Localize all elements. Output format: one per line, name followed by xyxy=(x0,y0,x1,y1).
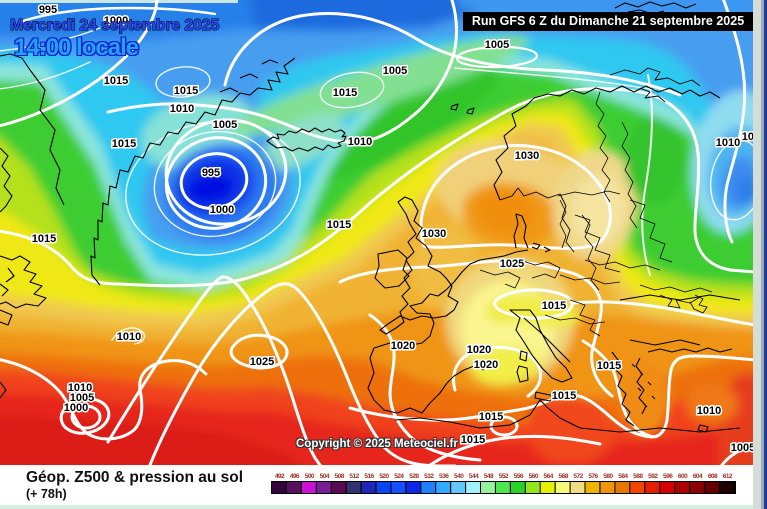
svg-text:995: 995 xyxy=(202,167,220,179)
svg-text:1000: 1000 xyxy=(104,15,128,27)
svg-text:1015: 1015 xyxy=(461,434,485,446)
svg-text:1010: 1010 xyxy=(117,331,141,343)
svg-text:1015: 1015 xyxy=(479,411,503,423)
svg-text:1020: 1020 xyxy=(391,340,415,352)
svg-text:1010: 1010 xyxy=(742,131,753,143)
svg-text:1015: 1015 xyxy=(174,85,198,97)
svg-text:1030: 1030 xyxy=(515,150,539,162)
svg-text:1005: 1005 xyxy=(70,392,94,404)
svg-text:1005: 1005 xyxy=(485,39,509,51)
svg-text:1015: 1015 xyxy=(104,75,128,87)
svg-text:1025: 1025 xyxy=(250,356,274,368)
svg-text:1010: 1010 xyxy=(348,136,372,148)
svg-text:1015: 1015 xyxy=(542,300,566,312)
svg-text:1015: 1015 xyxy=(327,219,351,231)
svg-text:1025: 1025 xyxy=(500,258,524,270)
svg-text:995: 995 xyxy=(39,4,57,16)
svg-text:1010: 1010 xyxy=(716,137,740,149)
svg-text:1005: 1005 xyxy=(383,65,407,77)
svg-text:1010: 1010 xyxy=(170,103,194,115)
svg-text:1015: 1015 xyxy=(333,87,357,99)
svg-text:1000: 1000 xyxy=(64,402,88,414)
svg-text:1015: 1015 xyxy=(597,360,621,372)
svg-text:1010: 1010 xyxy=(697,405,721,417)
svg-text:1015: 1015 xyxy=(32,233,56,245)
svg-text:1020: 1020 xyxy=(474,359,498,371)
svg-text:1030: 1030 xyxy=(422,228,446,240)
svg-text:1010: 1010 xyxy=(68,382,92,394)
svg-text:1015: 1015 xyxy=(552,390,576,402)
svg-text:1000: 1000 xyxy=(210,204,234,216)
svg-text:1005: 1005 xyxy=(731,442,753,454)
svg-text:1020: 1020 xyxy=(467,344,491,356)
svg-text:1005: 1005 xyxy=(213,119,237,131)
svg-text:1015: 1015 xyxy=(112,138,136,150)
